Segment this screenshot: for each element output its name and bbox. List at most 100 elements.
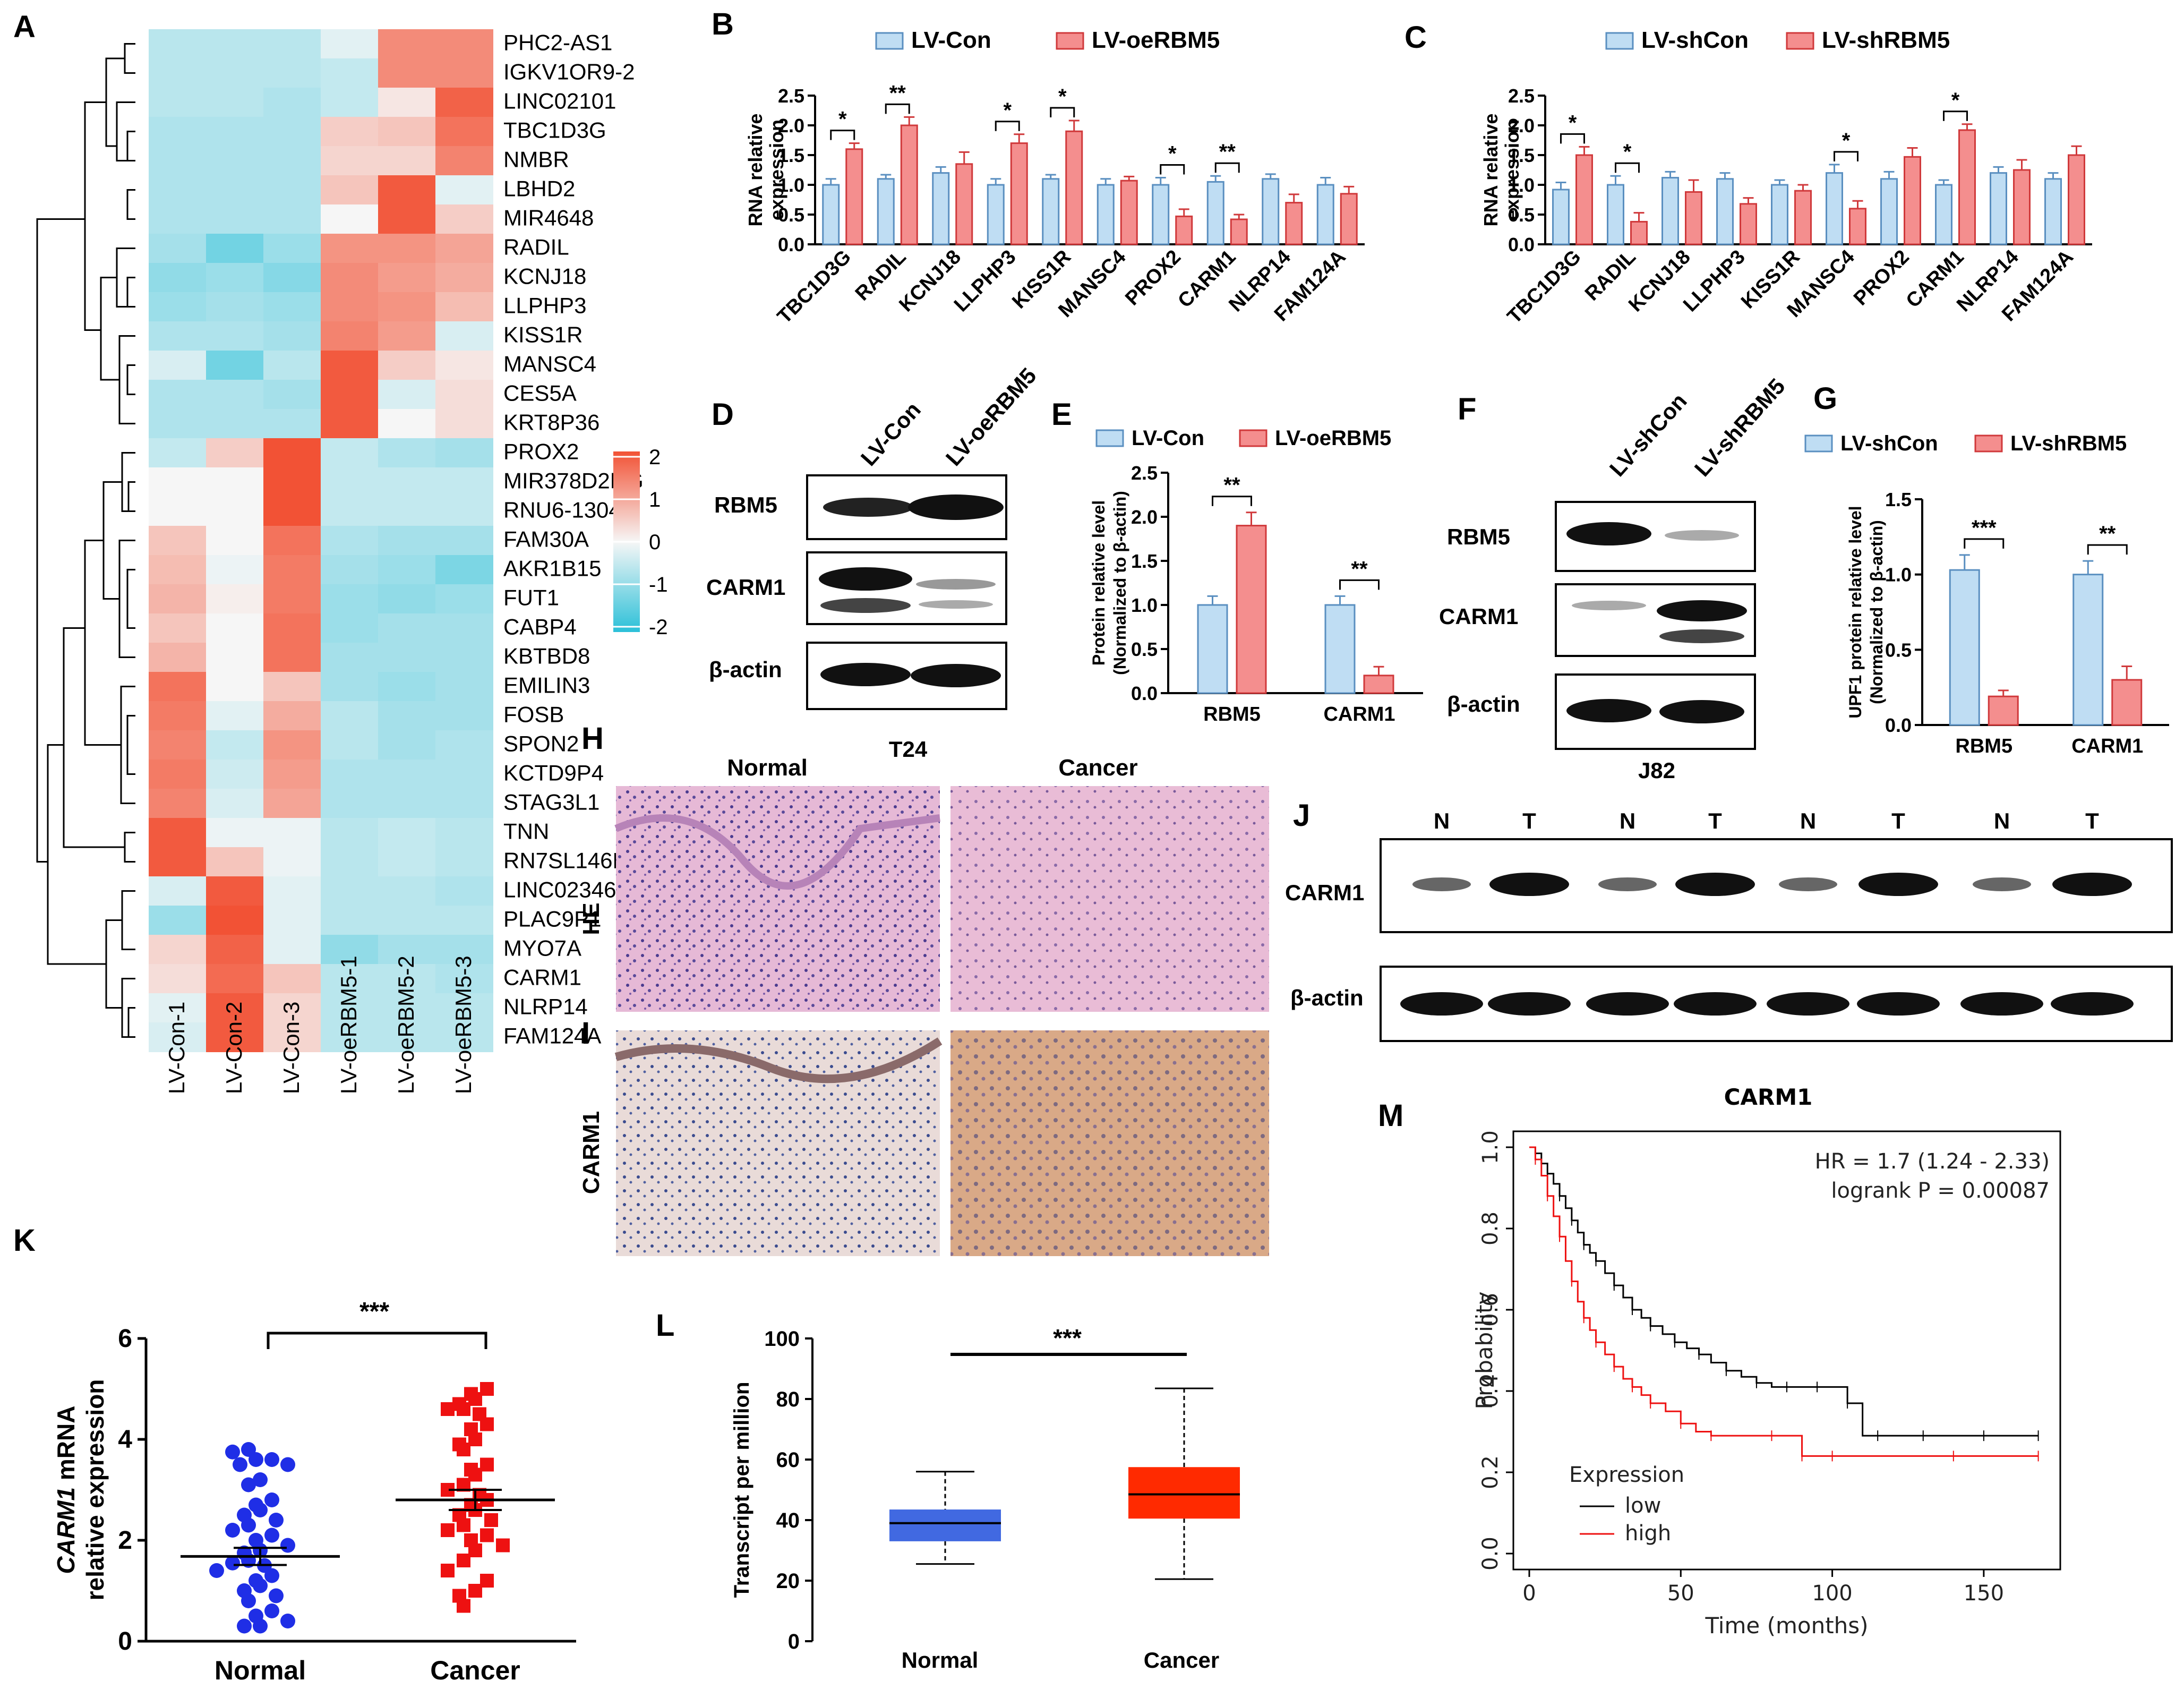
heatmap-cell bbox=[321, 584, 379, 614]
heatmap-cell bbox=[435, 1022, 493, 1052]
heatmap-cell bbox=[378, 760, 436, 789]
heatmap-cell bbox=[435, 380, 493, 410]
heatmap-cell bbox=[149, 935, 207, 965]
heatmap-cell bbox=[378, 847, 436, 877]
heatmap-cell bbox=[263, 847, 321, 877]
heatmap-cell bbox=[321, 643, 379, 672]
legend-label: LV-shCon bbox=[1641, 27, 1749, 53]
band bbox=[1767, 992, 1849, 1016]
data-point bbox=[269, 1513, 284, 1528]
legend-swatch bbox=[1095, 429, 1124, 447]
bar bbox=[1065, 130, 1083, 245]
heatmap-cell bbox=[149, 555, 207, 585]
heatmap-cell bbox=[321, 351, 379, 380]
heatmap-cell bbox=[149, 380, 207, 410]
data-point bbox=[457, 1599, 470, 1613]
y-tick-label: 80 bbox=[776, 1388, 800, 1411]
dendrogram-branch bbox=[124, 832, 135, 863]
band bbox=[1572, 601, 1646, 610]
x-tick-label: CARM1 bbox=[1323, 703, 1395, 726]
heatmap-cell bbox=[206, 88, 264, 117]
dendrogram-branch bbox=[126, 131, 135, 161]
heatmap-row-label: KCNJ18 bbox=[503, 264, 586, 289]
heatmap-cell bbox=[149, 906, 207, 935]
heatmap-cell bbox=[435, 409, 493, 439]
bar bbox=[2072, 574, 2104, 726]
heatmap-cell bbox=[435, 292, 493, 322]
heatmap-cell bbox=[435, 760, 493, 789]
heatmap-cell bbox=[206, 906, 264, 935]
band bbox=[1675, 873, 1755, 896]
heatmap-cell bbox=[321, 847, 379, 877]
blot-j-lane-label: T bbox=[1708, 808, 1722, 833]
data-point bbox=[441, 1523, 455, 1537]
heatmap-cell bbox=[321, 146, 379, 176]
heatmap-row-label: MIR4648 bbox=[503, 206, 594, 231]
y-tick-label: 60 bbox=[776, 1448, 800, 1472]
heatmap-cell bbox=[206, 730, 264, 760]
data-point bbox=[480, 1457, 494, 1472]
heatmap-cell bbox=[263, 29, 321, 59]
data-point bbox=[280, 1538, 295, 1553]
bar bbox=[1958, 129, 1976, 245]
heatmap-cell bbox=[206, 643, 264, 672]
colorbar-tick-label: 2 bbox=[649, 446, 661, 469]
bar bbox=[1197, 604, 1228, 694]
blot-j-lane-label: N bbox=[1800, 808, 1816, 833]
dendrogram-branch bbox=[47, 744, 106, 965]
dendrogram-branch bbox=[126, 569, 135, 629]
bar bbox=[1716, 178, 1734, 245]
legend-label: LV-oeRBM5 bbox=[1092, 27, 1220, 53]
bar bbox=[987, 184, 1005, 245]
heatmap-cell bbox=[263, 584, 321, 614]
y-axis-label: RNA relative bbox=[744, 114, 766, 227]
heatmap-cell bbox=[206, 117, 264, 147]
heatmap-row-label: MYO7A bbox=[503, 936, 581, 961]
panel-letter-h: H bbox=[581, 721, 604, 756]
data-point bbox=[468, 1392, 482, 1406]
blot-j-row-1: CARM1 bbox=[1285, 880, 1364, 905]
heatmap-cell bbox=[435, 847, 493, 877]
dendrogram-branch bbox=[121, 890, 135, 950]
dendrogram-branch bbox=[126, 189, 135, 220]
significance-bracket bbox=[1339, 579, 1380, 590]
x-tick-label: Normal bbox=[902, 1648, 979, 1673]
heatmap-row-label: CES5A bbox=[503, 381, 577, 406]
band bbox=[1412, 877, 1471, 891]
band bbox=[1973, 877, 2031, 891]
heatmap-row-label: KBTBD8 bbox=[503, 644, 590, 669]
bar bbox=[2044, 178, 2062, 245]
data-point bbox=[484, 1513, 498, 1527]
significance-label: ** bbox=[1223, 474, 1240, 497]
heatmap-cell bbox=[321, 1022, 379, 1052]
heatmap-cell bbox=[435, 584, 493, 614]
y-tick-label: 1.0 bbox=[1131, 594, 1158, 616]
heatmap-cell bbox=[206, 497, 264, 526]
heatmap-row-label: FAM30A bbox=[503, 527, 589, 552]
colorbar-tick-label: 0 bbox=[649, 531, 661, 554]
y-axis-label-line2: relative expression bbox=[81, 1379, 109, 1601]
heatmap-cell bbox=[149, 58, 207, 88]
heatmap-cell bbox=[435, 789, 493, 818]
data-point bbox=[241, 1477, 256, 1492]
chart-title: CARM1 bbox=[1724, 1084, 1813, 1110]
y-tick-label: 1.5 bbox=[778, 144, 804, 166]
x-tick-label: 100 bbox=[1812, 1581, 1852, 1606]
bar bbox=[1206, 181, 1224, 245]
heatmap-cell bbox=[149, 467, 207, 497]
heatmap-cell bbox=[435, 935, 493, 965]
heatmap-cell bbox=[149, 351, 207, 380]
heatmap-cell bbox=[321, 818, 379, 848]
heatmap-cell bbox=[263, 438, 321, 468]
dendrogram-branch bbox=[127, 1007, 135, 1037]
bar bbox=[955, 163, 973, 245]
data-point bbox=[280, 1614, 295, 1628]
x-tick-label: Cancer bbox=[1144, 1648, 1219, 1673]
heatmap-cell bbox=[206, 818, 264, 848]
heatmap-cell bbox=[149, 263, 207, 293]
panel-letter-g: G bbox=[1813, 381, 1837, 416]
heatmap-cell bbox=[378, 935, 436, 965]
heatmap-cell bbox=[263, 321, 321, 351]
heatmap-cell bbox=[378, 146, 436, 176]
bar bbox=[1849, 208, 1866, 245]
